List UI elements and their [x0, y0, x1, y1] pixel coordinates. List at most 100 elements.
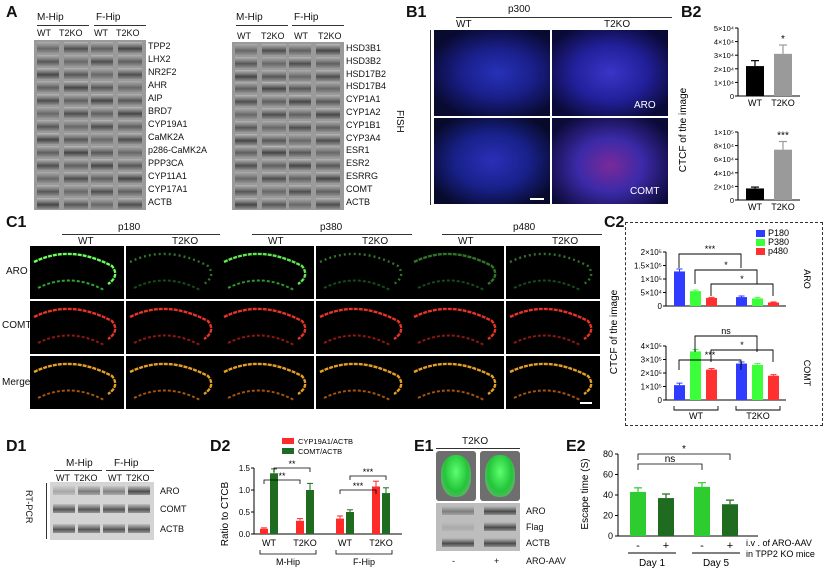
genotype-label: WT [268, 236, 284, 247]
signal-arc [319, 307, 403, 340]
y-tick-label: 5×10⁴ [714, 24, 734, 33]
bar [346, 512, 354, 534]
blot-band [91, 68, 113, 79]
hippocampus-arc [509, 252, 593, 291]
gel-band [103, 504, 125, 513]
bar [260, 528, 268, 534]
micrograph [220, 356, 314, 409]
legend-swatch [756, 230, 765, 237]
blot-band [235, 172, 257, 183]
lane-label: WT [37, 28, 51, 38]
sign-label: + [727, 540, 733, 552]
blot-band [289, 95, 311, 107]
gene-label: PPP3CA [148, 158, 184, 168]
blot-band [235, 95, 257, 107]
signal-arc [227, 334, 295, 346]
signal-arc [417, 389, 485, 401]
lane-label: T2KO [74, 473, 98, 483]
gel-band [78, 524, 100, 533]
annotation: i.v . of ARO-AAV [746, 538, 812, 548]
western-blot [436, 503, 520, 551]
lane-label: T2KO [116, 28, 140, 38]
panel-label-d2: D2 [210, 438, 231, 455]
bar [296, 520, 304, 534]
hippocampus-arc [413, 307, 497, 346]
hippocampus-arc [413, 362, 497, 401]
blot-band [64, 120, 88, 131]
blot-band [37, 133, 59, 144]
blot-band [262, 44, 286, 55]
legend-label: COMT/ACTB [298, 447, 342, 456]
fish-image-wt-aro [434, 30, 550, 116]
signal-arc [37, 334, 105, 346]
blot-band [91, 107, 113, 118]
x-tick-label: T2KO [746, 411, 770, 421]
blot-band [262, 120, 286, 132]
bar [706, 297, 717, 306]
legend-swatch [282, 448, 294, 454]
x-tick-label: WT [338, 538, 352, 548]
significance-label: ns [721, 326, 731, 336]
y-tick-label: 6×10⁴ [714, 155, 734, 164]
fish-image-ko-comt [552, 118, 668, 204]
gene-label: p286-CaMK2A [148, 145, 208, 155]
blot-band [91, 42, 113, 53]
y-tick-label: 3×10⁵ [641, 356, 662, 365]
blot-band [37, 172, 59, 183]
legend-swatch [756, 248, 765, 255]
micrograph [126, 356, 220, 409]
blot-band [118, 133, 142, 144]
significance-label: *** [705, 244, 716, 254]
y-tick-label: 4×10⁵ [641, 342, 662, 351]
gene-label: NR2F2 [148, 67, 177, 77]
x-tick-label: WT [748, 202, 762, 212]
gene-label: TPP2 [148, 41, 171, 51]
y-tick-label: 2×10⁵ [641, 248, 662, 257]
significance-bracket [349, 475, 387, 480]
blot-band [262, 172, 286, 183]
bar [768, 375, 779, 400]
blot-band [118, 55, 142, 66]
blot-band [484, 506, 516, 515]
gene-label: ESRRG [346, 171, 379, 181]
blot-band [118, 68, 142, 79]
blot-band [235, 120, 257, 132]
hippocampus-arc [509, 307, 593, 346]
bar [674, 385, 685, 400]
significance-bracket [263, 479, 301, 484]
y-tick-label: 20 [603, 511, 613, 521]
y-tick-label: 0 [608, 531, 613, 541]
gene-label: CaMK2A [148, 132, 185, 142]
bar [746, 66, 764, 96]
micrograph [506, 246, 600, 299]
signal-arc [323, 279, 391, 291]
bar [722, 504, 738, 536]
significance-label: * [740, 340, 744, 350]
gene-label: COMT [346, 183, 373, 194]
blot-band [262, 159, 286, 171]
bar [736, 363, 747, 400]
western-blot [232, 42, 344, 210]
lane-label: WT [294, 31, 308, 41]
gene-label: ACTB [526, 538, 551, 548]
bar [382, 493, 390, 534]
legend-label: p480 [768, 246, 788, 256]
chart-b2: CTCF of the image 5×10⁴ 4×10⁴ 3×10⁴ 2×10⁴ 1×1… [678, 24, 800, 212]
group-bracket [335, 550, 393, 555]
chart-e2: Escape time (S) 80 60 40 20 0 - + - + ns * Day 1 Day … [580, 444, 815, 569]
group-label: F-Hip [294, 12, 319, 23]
gene-label: COMT [160, 504, 187, 514]
panel-label-b2: B2 [681, 4, 702, 21]
blot-band [64, 185, 88, 196]
blot-band [91, 159, 113, 170]
y-tick-label: 0 [730, 92, 734, 101]
signal-arc [227, 279, 295, 291]
y-tick-label: 1.5 [239, 464, 251, 473]
blot-band [484, 538, 516, 547]
scale-bar [580, 402, 592, 404]
blot-band [118, 172, 142, 183]
bar [630, 491, 646, 536]
hippocampus-arc [33, 362, 117, 401]
blot-band [316, 56, 340, 68]
micrograph [220, 246, 314, 299]
